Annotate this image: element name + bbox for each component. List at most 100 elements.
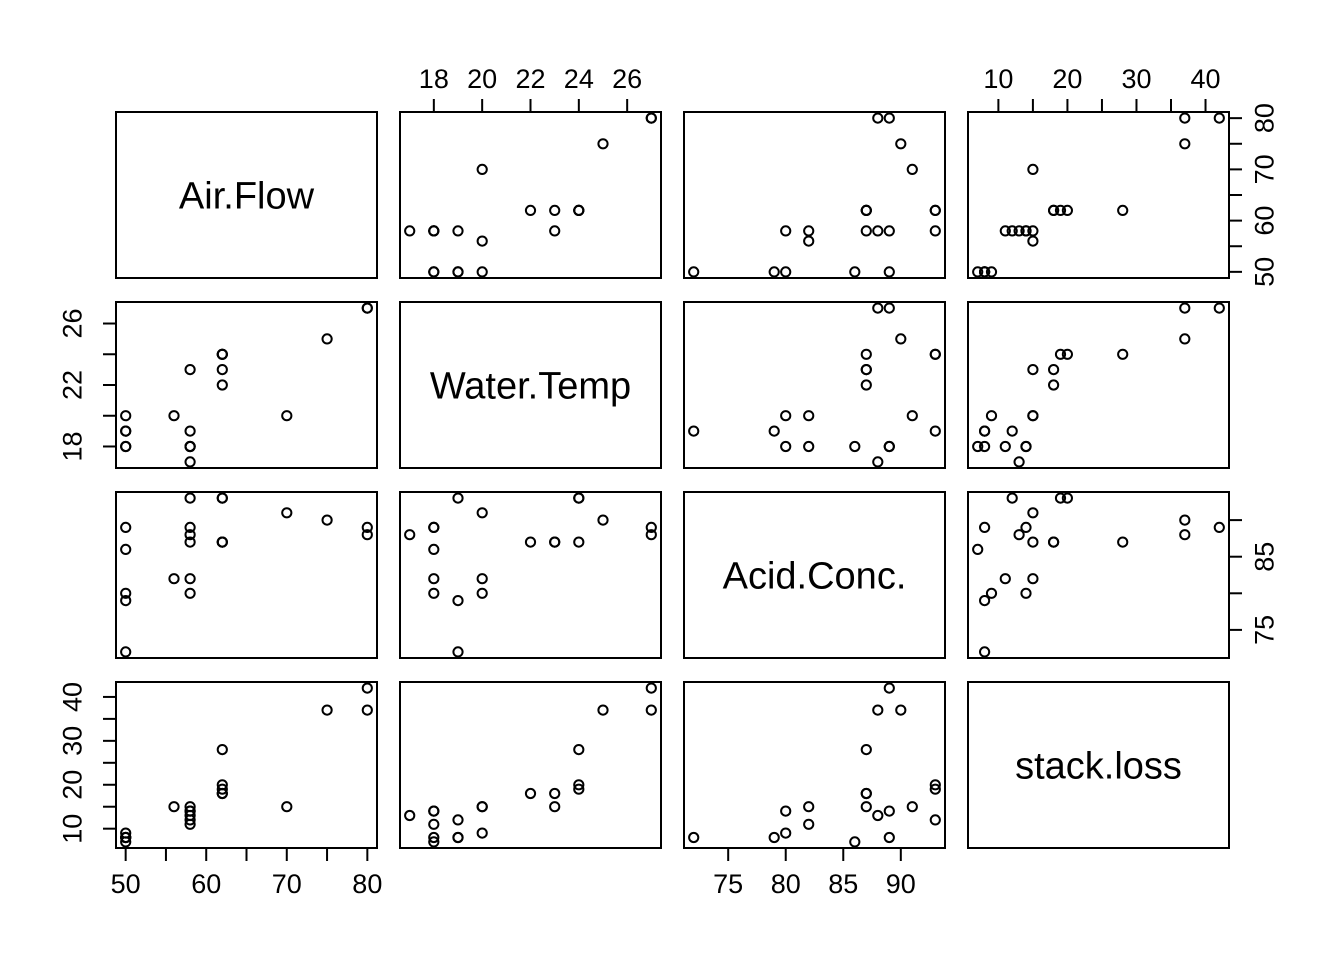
data-point (860, 379, 872, 391)
axis-tick-label: 20 (467, 64, 497, 94)
data-point (1061, 492, 1074, 504)
data-point (573, 536, 585, 548)
data-point (972, 440, 984, 453)
data-point (361, 302, 373, 314)
data-point (120, 646, 132, 658)
data-point (929, 425, 941, 437)
panel-row2-col3 (683, 301, 946, 469)
panel-border (683, 111, 946, 279)
data-point (120, 425, 132, 437)
data-point (216, 779, 228, 791)
data-point (281, 801, 293, 813)
data-point (573, 204, 585, 216)
data-point (895, 138, 907, 150)
data-point (184, 814, 196, 826)
data-point (1061, 204, 1074, 216)
panel-row1-col3 (683, 111, 946, 279)
data-point (929, 814, 941, 826)
axis-tick-label: 80 (1249, 103, 1279, 133)
axis-tick-label: 22 (57, 370, 87, 400)
panel-row4-col3 (683, 681, 946, 849)
axis-tick-label: 30 (1121, 64, 1151, 94)
data-point (1054, 204, 1067, 216)
data-point (1213, 112, 1225, 124)
data-point (216, 536, 228, 548)
data-point (999, 225, 1011, 237)
data-point (895, 704, 907, 716)
data-point (849, 266, 861, 278)
bottom-axis-col1: 50 60 70 80 (111, 848, 382, 899)
data-point (428, 266, 440, 278)
data-point (120, 543, 132, 556)
data-point (872, 456, 884, 468)
panel-border (115, 681, 378, 849)
data-point (780, 827, 792, 839)
top-axis-col2: 18 20 22 24 26 (419, 64, 642, 112)
axis-tick-label: 60 (1249, 206, 1279, 236)
data-point (281, 507, 293, 519)
data-point (597, 704, 609, 716)
data-point (883, 225, 895, 237)
data-point (1027, 410, 1039, 422)
data-point (972, 266, 984, 278)
data-point (476, 163, 488, 175)
data-point (860, 787, 872, 800)
data-point (452, 646, 464, 658)
data-point (1006, 225, 1018, 237)
data-point (883, 302, 895, 314)
data-point (688, 266, 700, 278)
data-point (979, 646, 991, 658)
data-point (849, 440, 861, 453)
data-point (860, 744, 872, 756)
axis-tick-label: 40 (1191, 64, 1221, 94)
axis-tick-label: 70 (272, 869, 302, 899)
axis-tick-label: 20 (57, 770, 87, 800)
data-point (216, 783, 228, 795)
data-point (645, 112, 657, 124)
data-point (452, 492, 464, 504)
data-point (1048, 536, 1060, 548)
data-point (883, 112, 895, 124)
data-point (1213, 521, 1225, 534)
data-point (168, 410, 180, 422)
data-point (803, 818, 815, 830)
data-point (803, 801, 815, 813)
data-point (929, 225, 941, 237)
data-point (1117, 204, 1129, 216)
data-point (321, 333, 333, 345)
data-point (428, 573, 440, 585)
panel-row3-col1 (115, 491, 378, 659)
data-point (688, 831, 700, 844)
data-point (476, 235, 488, 247)
data-point (1179, 112, 1191, 124)
data-point (573, 744, 585, 756)
data-point (428, 543, 440, 556)
data-point (216, 348, 228, 360)
data-point (428, 587, 440, 599)
axis-tick-label: 80 (771, 869, 801, 899)
data-point (895, 333, 907, 345)
data-point (120, 440, 132, 453)
data-point (849, 836, 861, 848)
data-point (860, 801, 872, 813)
data-point (1179, 138, 1191, 150)
data-point (184, 573, 196, 585)
panel-border (399, 681, 662, 849)
data-point (321, 704, 333, 716)
data-point (979, 521, 991, 534)
data-point (999, 573, 1011, 585)
data-point (120, 595, 132, 607)
data-point (549, 204, 561, 216)
data-point (780, 266, 792, 278)
data-point (999, 440, 1011, 453)
data-point (860, 364, 872, 376)
axis-tick-label: 50 (111, 869, 141, 899)
data-point (1213, 302, 1225, 314)
data-point (1027, 235, 1039, 247)
panel-border (683, 491, 946, 659)
data-point (120, 587, 132, 599)
data-point (929, 204, 941, 216)
data-point (281, 410, 293, 422)
data-point (452, 595, 464, 607)
